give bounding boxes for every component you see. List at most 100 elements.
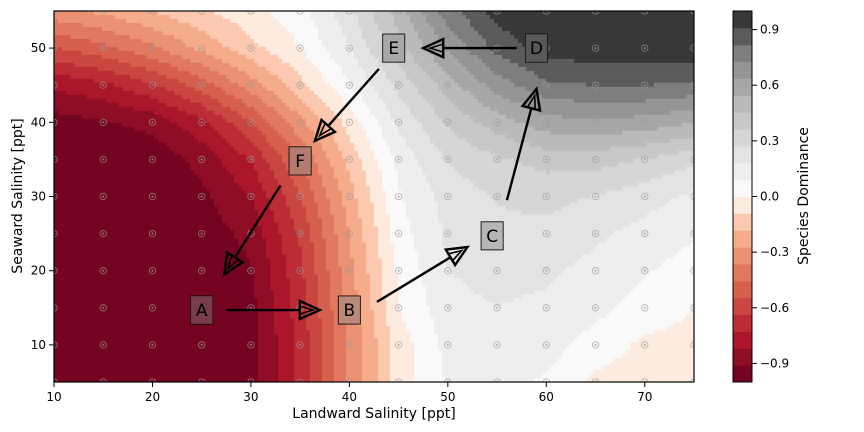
contour-cell xyxy=(614,114,619,120)
contour-cell xyxy=(174,126,179,132)
contour-cell xyxy=(86,38,91,44)
contour-cell xyxy=(578,74,583,80)
contour-cell xyxy=(494,130,499,136)
contour-cell xyxy=(262,54,267,60)
contour-cell xyxy=(294,78,299,84)
contour-cell xyxy=(146,50,151,56)
contour-cell xyxy=(490,66,495,72)
contour-cell xyxy=(666,114,671,120)
contour-cell xyxy=(138,98,143,104)
contour-cell xyxy=(558,90,563,96)
contour-cell xyxy=(342,110,347,116)
contour-cell xyxy=(218,66,223,72)
contour-cell xyxy=(362,74,367,80)
contour-cell xyxy=(666,26,671,32)
contour-cell xyxy=(174,74,179,80)
contour-cell xyxy=(642,46,647,52)
contour-cell xyxy=(214,94,219,100)
contour-cell xyxy=(270,66,275,72)
contour-cell xyxy=(474,98,479,104)
contour-cell xyxy=(130,82,135,88)
contour-cell xyxy=(338,66,343,72)
contour-cell xyxy=(402,110,407,116)
contour-cell xyxy=(146,98,151,104)
contour-cell xyxy=(362,22,367,28)
contour-cell xyxy=(586,18,591,24)
contour-cell xyxy=(526,74,531,80)
contour-cell xyxy=(626,11,631,16)
contour-cell xyxy=(370,78,375,84)
contour-cell xyxy=(218,130,223,136)
contour-cell xyxy=(290,74,295,80)
contour-cell xyxy=(378,11,383,16)
contour-cell xyxy=(670,50,675,56)
contour-cell xyxy=(70,34,75,40)
contour-cell xyxy=(202,114,207,120)
contour-cell xyxy=(146,46,151,52)
contour-cell xyxy=(206,34,211,40)
contour-cell xyxy=(310,122,315,128)
contour-cell xyxy=(86,86,91,92)
contour-cell xyxy=(298,90,303,96)
contour-cell xyxy=(86,30,91,36)
contour-cell xyxy=(66,126,71,132)
contour-cell xyxy=(442,66,447,72)
contour-cell xyxy=(142,18,147,24)
contour-cell xyxy=(638,22,643,28)
contour-cell xyxy=(94,26,99,32)
contour-cell xyxy=(654,38,659,44)
contour-cell xyxy=(494,90,499,96)
contour-cell xyxy=(154,106,159,112)
contour-cell xyxy=(582,42,587,48)
contour-cell xyxy=(334,98,339,104)
contour-cell xyxy=(154,62,159,68)
contour-cell xyxy=(182,30,187,36)
contour-cell xyxy=(122,66,127,72)
contour-cell xyxy=(638,130,643,136)
contour-cell xyxy=(266,50,271,56)
contour-cell xyxy=(642,98,647,104)
contour-cell xyxy=(134,46,139,52)
contour-cell xyxy=(78,46,83,52)
contour-cell xyxy=(386,110,391,116)
contour-cell xyxy=(386,114,391,120)
contour-cell xyxy=(442,110,447,116)
contour-cell xyxy=(550,102,555,108)
contour-cell xyxy=(306,42,311,48)
contour-cell xyxy=(550,106,555,112)
contour-cell xyxy=(102,38,107,44)
contour-cell xyxy=(482,70,487,76)
contour-cell xyxy=(354,130,359,136)
contour-cell xyxy=(546,22,551,28)
contour-cell xyxy=(406,50,411,56)
contour-cell xyxy=(678,106,683,112)
contour-cell xyxy=(162,134,167,140)
contour-cell xyxy=(322,94,327,100)
contour-cell xyxy=(242,82,247,88)
contour-cell xyxy=(550,74,555,80)
contour-cell xyxy=(546,66,551,72)
contour-cell xyxy=(410,46,415,52)
contour-cell xyxy=(218,26,223,32)
contour-cell xyxy=(206,130,211,136)
contour-cell xyxy=(410,82,415,88)
contour-cell xyxy=(686,98,691,104)
contour-cell xyxy=(190,86,195,92)
contour-cell xyxy=(538,98,543,104)
contour-cell xyxy=(686,114,691,120)
contour-cell xyxy=(646,70,651,76)
contour-cell xyxy=(594,130,599,136)
contour-cell xyxy=(618,82,623,88)
contour-cell xyxy=(558,98,563,104)
contour-cell xyxy=(74,22,79,28)
contour-cell xyxy=(182,134,187,140)
contour-cell xyxy=(622,14,627,20)
contour-cell xyxy=(210,106,215,112)
contour-cell xyxy=(106,22,111,28)
contour-cell xyxy=(194,38,199,44)
contour-cell xyxy=(578,78,583,84)
contour-cell xyxy=(178,82,183,88)
contour-cell xyxy=(162,78,167,84)
contour-cell xyxy=(294,70,299,76)
contour-cell xyxy=(178,94,183,100)
